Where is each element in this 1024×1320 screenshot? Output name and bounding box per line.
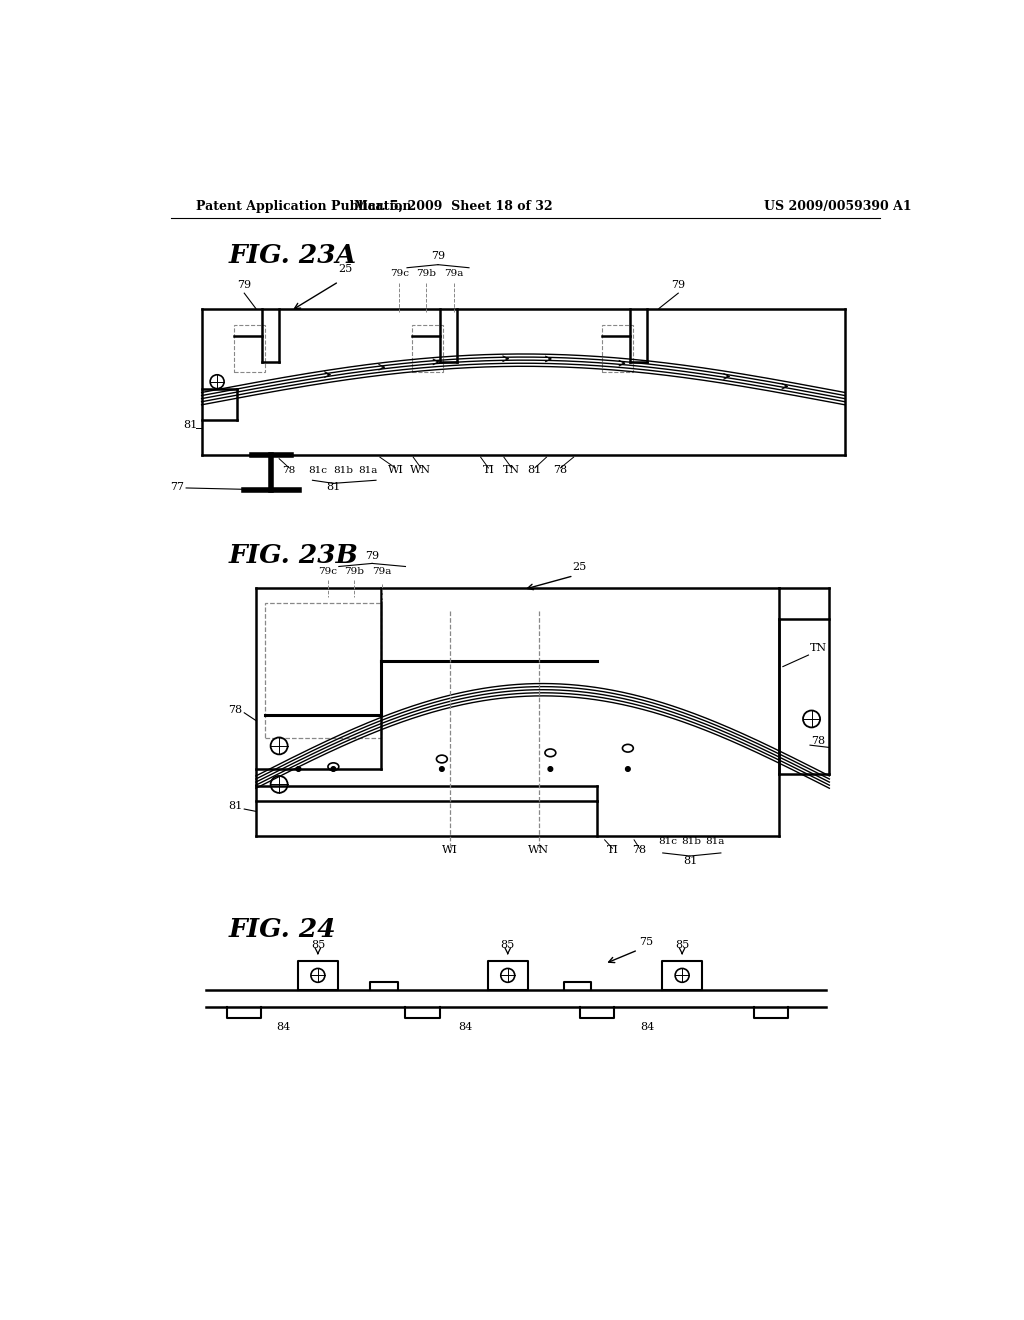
Bar — [602, 326, 633, 372]
Circle shape — [439, 767, 444, 771]
Text: 79: 79 — [671, 280, 685, 290]
Text: FIG. 23B: FIG. 23B — [228, 544, 358, 569]
Text: 81: 81 — [527, 465, 542, 475]
Text: 81: 81 — [327, 482, 341, 491]
Text: 84: 84 — [275, 1022, 290, 1032]
Text: 81a: 81a — [358, 466, 378, 475]
Bar — [413, 326, 443, 372]
Text: 81a: 81a — [705, 837, 724, 846]
Text: 81: 81 — [183, 420, 198, 430]
Text: FIG. 23A: FIG. 23A — [228, 243, 357, 268]
Text: 85: 85 — [310, 940, 325, 949]
Circle shape — [296, 767, 301, 771]
Text: 79b: 79b — [417, 269, 436, 279]
Text: 81c: 81c — [308, 466, 328, 475]
Text: 79c: 79c — [390, 269, 409, 279]
Text: 79: 79 — [366, 550, 379, 561]
Text: 78: 78 — [283, 466, 296, 475]
Circle shape — [548, 767, 553, 771]
Text: 81: 81 — [683, 855, 697, 866]
Text: 79: 79 — [431, 251, 445, 260]
Circle shape — [331, 767, 336, 771]
Text: 75: 75 — [639, 937, 652, 948]
Text: 81: 81 — [228, 801, 243, 810]
Text: 25: 25 — [338, 264, 352, 275]
Text: Patent Application Publication: Patent Application Publication — [197, 199, 412, 213]
Text: US 2009/0059390 A1: US 2009/0059390 A1 — [764, 199, 911, 213]
Bar — [234, 326, 265, 372]
Text: 81b: 81b — [681, 837, 701, 846]
Text: WN: WN — [411, 465, 431, 475]
Text: TN: TN — [810, 643, 827, 653]
Text: 81b: 81b — [334, 466, 353, 475]
Text: TI: TI — [482, 465, 495, 475]
Text: 79a: 79a — [443, 269, 463, 279]
Text: 78: 78 — [553, 465, 567, 475]
Text: 79a: 79a — [373, 568, 392, 577]
Text: TI: TI — [606, 845, 618, 855]
Text: 77: 77 — [170, 482, 183, 491]
Text: 79b: 79b — [344, 568, 365, 577]
Text: 84: 84 — [458, 1022, 472, 1032]
Text: 84: 84 — [640, 1022, 654, 1032]
Text: 78: 78 — [633, 845, 646, 855]
Text: 85: 85 — [501, 940, 515, 949]
Text: 79c: 79c — [318, 568, 338, 577]
Text: WI: WI — [387, 465, 403, 475]
Text: 25: 25 — [572, 562, 586, 573]
Text: 85: 85 — [675, 940, 689, 949]
Text: WN: WN — [528, 845, 549, 855]
Text: FIG. 24: FIG. 24 — [228, 917, 336, 942]
Text: TN: TN — [503, 465, 520, 475]
Text: Mar. 5, 2009  Sheet 18 of 32: Mar. 5, 2009 Sheet 18 of 32 — [354, 199, 553, 213]
Bar — [265, 603, 381, 738]
Text: 81c: 81c — [658, 837, 678, 846]
Text: 78: 78 — [228, 705, 243, 715]
Circle shape — [626, 767, 630, 771]
Text: WI: WI — [441, 845, 458, 855]
Text: 79: 79 — [238, 280, 251, 290]
Text: 78: 78 — [812, 735, 825, 746]
